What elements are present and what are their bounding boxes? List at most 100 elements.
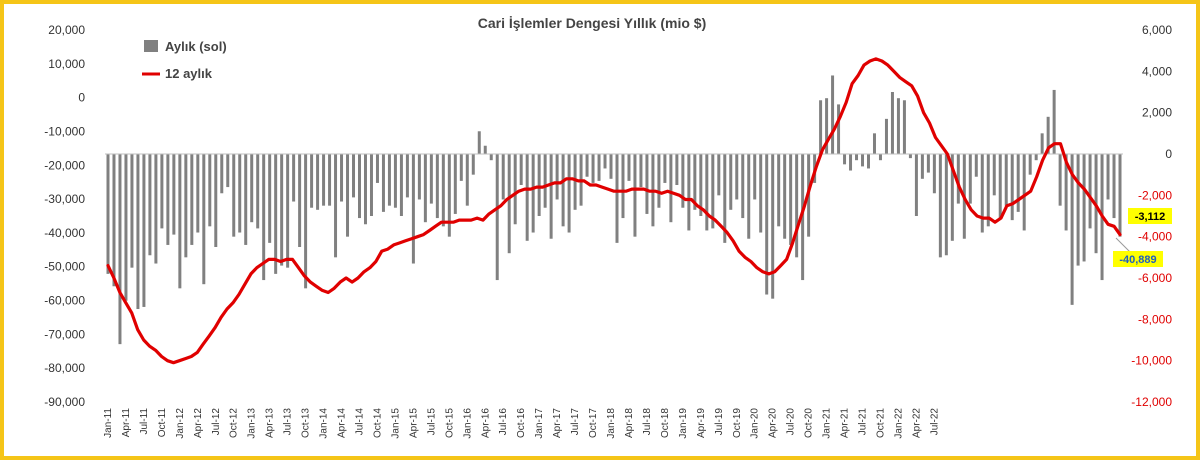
left-axis-ticks: -90,000 -80,000 -70,000 -60,000 -50,000 -40,0…: [44, 23, 85, 409]
legend: Aylık (sol) 12 aylık: [142, 39, 227, 81]
x-tick-label: Jan-13: [247, 408, 258, 439]
bar: [938, 154, 942, 258]
legend-bar-marker: [144, 40, 158, 52]
left-tick-label: -30,000: [44, 192, 85, 206]
series-line-12-aylik: [106, 57, 1122, 365]
bar: [723, 154, 727, 243]
legend-label-12-aylik: 12 aylık: [165, 66, 213, 81]
bar: [819, 100, 823, 154]
bar: [352, 154, 356, 198]
bar: [393, 154, 397, 208]
legend-label-aylik: Aylık (sol): [165, 39, 227, 54]
bar: [831, 75, 835, 154]
bar: [292, 154, 296, 202]
bar: [346, 154, 350, 237]
bar: [1088, 154, 1092, 229]
x-tick-label: Jul-17: [570, 408, 581, 436]
bar: [340, 154, 344, 202]
bar: [1106, 154, 1110, 200]
x-tick-label: Oct-15: [444, 408, 455, 438]
bar: [627, 154, 631, 181]
bar: [226, 154, 230, 188]
bar: [423, 154, 427, 223]
bar: [399, 154, 403, 216]
x-tick-label: Jan-15: [390, 408, 401, 439]
left-tick-label: -10,000: [44, 124, 85, 138]
x-tick-label: Jan-16: [462, 408, 473, 439]
left-tick-label: -90,000: [44, 395, 85, 409]
bar: [986, 154, 990, 227]
x-tick-label: Apr-15: [408, 408, 419, 438]
x-tick-label: Oct-17: [588, 408, 599, 438]
bar: [585, 154, 589, 177]
bar: [405, 154, 409, 198]
bar: [669, 154, 673, 223]
bar: [519, 154, 523, 185]
bar: [238, 154, 242, 233]
x-tick-label: Jul-13: [283, 408, 294, 436]
callout-monthly-value: -40,889: [1119, 254, 1156, 266]
right-tick-label: -10,000: [1131, 354, 1172, 368]
bar: [1070, 154, 1074, 305]
x-tick-label: Jan-22: [893, 408, 904, 439]
bar: [908, 154, 912, 159]
bar: [759, 154, 763, 233]
bar: [136, 154, 140, 309]
bar: [890, 92, 894, 154]
bar: [777, 154, 781, 227]
x-tick-label: Jul-12: [211, 408, 222, 436]
bar: [214, 154, 218, 247]
right-tick-label: 4,000: [1142, 64, 1172, 78]
bar: [453, 154, 457, 214]
right-tick-label: 0: [1165, 147, 1172, 161]
bar: [849, 154, 853, 171]
x-tick-label: Oct-16: [516, 408, 527, 438]
bar: [435, 154, 439, 219]
bar: [884, 118, 888, 154]
bar: [675, 154, 679, 185]
left-tick-label: -40,000: [44, 226, 85, 240]
callout-12m-bg: [1128, 208, 1172, 224]
right-tick-label: -6,000: [1138, 271, 1172, 285]
x-tick-label: Jan-12: [175, 408, 186, 439]
left-tick-label: 0: [78, 91, 85, 105]
bar: [1028, 154, 1032, 175]
bar: [513, 154, 517, 225]
bar: [1016, 154, 1020, 212]
bar: [914, 154, 918, 216]
bar: [274, 154, 278, 274]
x-tick-label: Jul-19: [714, 408, 725, 436]
bar: [232, 154, 236, 237]
bar: [974, 154, 978, 177]
callout-12m-value: -3,112: [1135, 211, 1166, 223]
bar: [567, 154, 571, 233]
bar: [902, 100, 906, 154]
bar: [1112, 154, 1116, 219]
bar: [507, 154, 511, 254]
bar: [154, 154, 158, 264]
bar: [795, 154, 799, 258]
bar: [867, 154, 870, 169]
bar: [699, 154, 703, 216]
x-tick-label: Apr-16: [480, 408, 491, 438]
bar: [597, 154, 601, 181]
bar: [369, 154, 373, 216]
right-tick-label: -12,000: [1131, 395, 1172, 409]
bar: [549, 154, 553, 239]
bar: [112, 154, 116, 287]
bar: [489, 154, 493, 161]
bar: [705, 154, 709, 231]
bar: [459, 154, 463, 181]
left-tick-label: -80,000: [44, 361, 85, 375]
monthly-bars: [106, 75, 1122, 345]
bar: [872, 133, 876, 154]
bar: [801, 154, 805, 281]
right-axis-ticks: -12,000 -10,000 -8,000 -6,000 -4,000 -2,000 0 2…: [1131, 23, 1172, 409]
bar: [1046, 116, 1050, 154]
bar: [280, 154, 284, 266]
bar: [1118, 154, 1122, 237]
bar: [202, 154, 206, 285]
bar: [130, 154, 134, 268]
bar: [789, 154, 793, 245]
